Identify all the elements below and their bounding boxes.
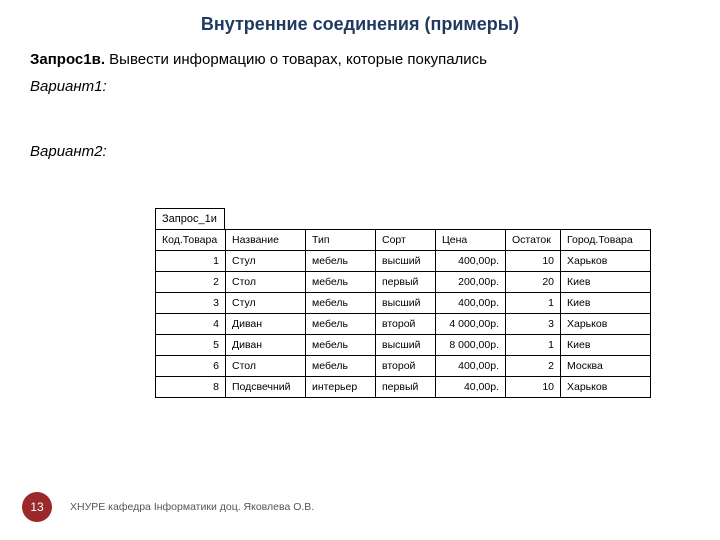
table-cell: Стол [226, 272, 306, 293]
table-cell: 1 [506, 335, 561, 356]
table-cell: 4 000,00р. [436, 314, 506, 335]
table-cell: Подсвечний [226, 377, 306, 398]
col-header: Остаток [506, 230, 561, 251]
table-cell: 3 [156, 293, 226, 314]
table-cell: Харьков [561, 377, 651, 398]
table-cell: высший [376, 335, 436, 356]
table-cell: мебель [306, 293, 376, 314]
result-table-region: Запрос_1и Код.Товара Название Тип Сорт Ц… [155, 208, 690, 398]
table-cell: Харьков [561, 314, 651, 335]
col-header: Тип [306, 230, 376, 251]
variant1-label: Вариант1: [30, 78, 690, 95]
table-cell: первый [376, 377, 436, 398]
page-title: Внутренние соединения (примеры) [30, 14, 690, 35]
table-cell: 8 000,00р. [436, 335, 506, 356]
table-cell: Диван [226, 314, 306, 335]
table-cell: 20 [506, 272, 561, 293]
table-cell: Киев [561, 272, 651, 293]
table-cell: высший [376, 293, 436, 314]
table-cell: второй [376, 356, 436, 377]
table-cell: мебель [306, 356, 376, 377]
table-cell: 5 [156, 335, 226, 356]
table-cell: интерьер [306, 377, 376, 398]
table-cell: Стул [226, 251, 306, 272]
table-cell: Киев [561, 335, 651, 356]
table-header-row: Код.Товара Название Тип Сорт Цена Остато… [156, 230, 651, 251]
table-caption: Запрос_1и [155, 208, 225, 229]
table-cell: 10 [506, 251, 561, 272]
table-cell: 200,00р. [436, 272, 506, 293]
footer: 13 ХНУРЕ кафедра Інформатики доц. Яковле… [0, 492, 720, 522]
table-cell: Стол [226, 356, 306, 377]
table-cell: 6 [156, 356, 226, 377]
table-row: 1Стулмебельвысший400,00р.10Харьков [156, 251, 651, 272]
table-cell: Москва [561, 356, 651, 377]
table-row: 8Подсвечнийинтерьерпервый40,00р.10Харько… [156, 377, 651, 398]
table-row: 3Стулмебельвысший400,00р.1Киев [156, 293, 651, 314]
table-cell: 400,00р. [436, 293, 506, 314]
table-cell: Киев [561, 293, 651, 314]
table-cell: второй [376, 314, 436, 335]
table-cell: 2 [156, 272, 226, 293]
col-header: Сорт [376, 230, 436, 251]
page-number-badge: 13 [22, 492, 52, 522]
table-row: 5Диванмебельвысший8 000,00р.1Киев [156, 335, 651, 356]
table-cell: мебель [306, 251, 376, 272]
table-cell: 8 [156, 377, 226, 398]
col-header: Код.Товара [156, 230, 226, 251]
table-cell: мебель [306, 335, 376, 356]
table-cell: 10 [506, 377, 561, 398]
table-cell: Диван [226, 335, 306, 356]
table-cell: 2 [506, 356, 561, 377]
col-header: Название [226, 230, 306, 251]
table-cell: мебель [306, 272, 376, 293]
table-row: 6Столмебельвторой400,00р.2Москва [156, 356, 651, 377]
footer-text: ХНУРЕ кафедра Інформатики доц. Яковлева … [70, 501, 314, 513]
result-table: Код.Товара Название Тип Сорт Цена Остато… [155, 229, 651, 398]
table-cell: 4 [156, 314, 226, 335]
query-description: Запрос1в. Вывести информацию о товарах, … [30, 51, 690, 68]
table-cell: 400,00р. [436, 251, 506, 272]
table-cell: Стул [226, 293, 306, 314]
table-row: 2Столмебельпервый200,00р.20Киев [156, 272, 651, 293]
col-header: Город.Товара [561, 230, 651, 251]
table-cell: первый [376, 272, 436, 293]
table-row: 4Диванмебельвторой4 000,00р.3Харьков [156, 314, 651, 335]
variant2-label: Вариант2: [30, 143, 690, 160]
query-label: Запрос1в. [30, 51, 105, 68]
table-cell: Харьков [561, 251, 651, 272]
table-cell: 400,00р. [436, 356, 506, 377]
table-cell: высший [376, 251, 436, 272]
table-cell: 3 [506, 314, 561, 335]
table-cell: 1 [506, 293, 561, 314]
query-text: Вывести информацию о товарах, которые по… [109, 51, 487, 68]
col-header: Цена [436, 230, 506, 251]
table-cell: 40,00р. [436, 377, 506, 398]
table-cell: мебель [306, 314, 376, 335]
table-cell: 1 [156, 251, 226, 272]
